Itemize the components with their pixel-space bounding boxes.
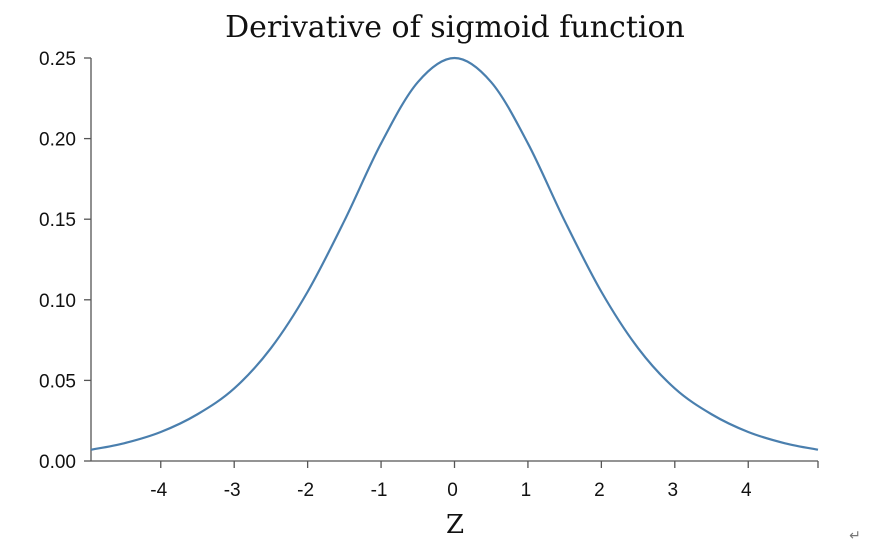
- y-tick-label: 0.25: [39, 49, 76, 70]
- axes: [90, 58, 818, 462]
- y-tick-label: 0.15: [39, 210, 76, 231]
- x-tick-label: -4: [150, 480, 167, 501]
- chart-title: Derivative of sigmoid function: [225, 10, 685, 45]
- x-axis-label: Z: [446, 510, 464, 540]
- y-tick-label: 0.10: [39, 291, 76, 312]
- x-tick-label: 3: [668, 480, 679, 501]
- x-tick-label: 0: [447, 480, 458, 501]
- return-mark: ↵: [849, 528, 861, 544]
- x-tick-label: 1: [521, 480, 532, 501]
- y-axis-ticks: 0.00 0.05 0.10 0.15 0.20 0.25: [39, 49, 91, 473]
- x-axis-ticks: -4 -3 -2 -1 0 1 2 3 4: [150, 461, 819, 501]
- y-tick-label: 0.00: [39, 452, 76, 473]
- y-tick-label: 0.05: [39, 371, 76, 392]
- x-tick-label: -1: [371, 480, 388, 501]
- x-tick-label: 4: [741, 480, 752, 501]
- sigmoid-derivative-line: [90, 56, 819, 451]
- x-tick-label: 2: [594, 480, 605, 501]
- x-tick-label: -3: [224, 480, 241, 501]
- y-tick-label: 0.20: [39, 130, 76, 151]
- x-tick-label: -2: [297, 480, 314, 501]
